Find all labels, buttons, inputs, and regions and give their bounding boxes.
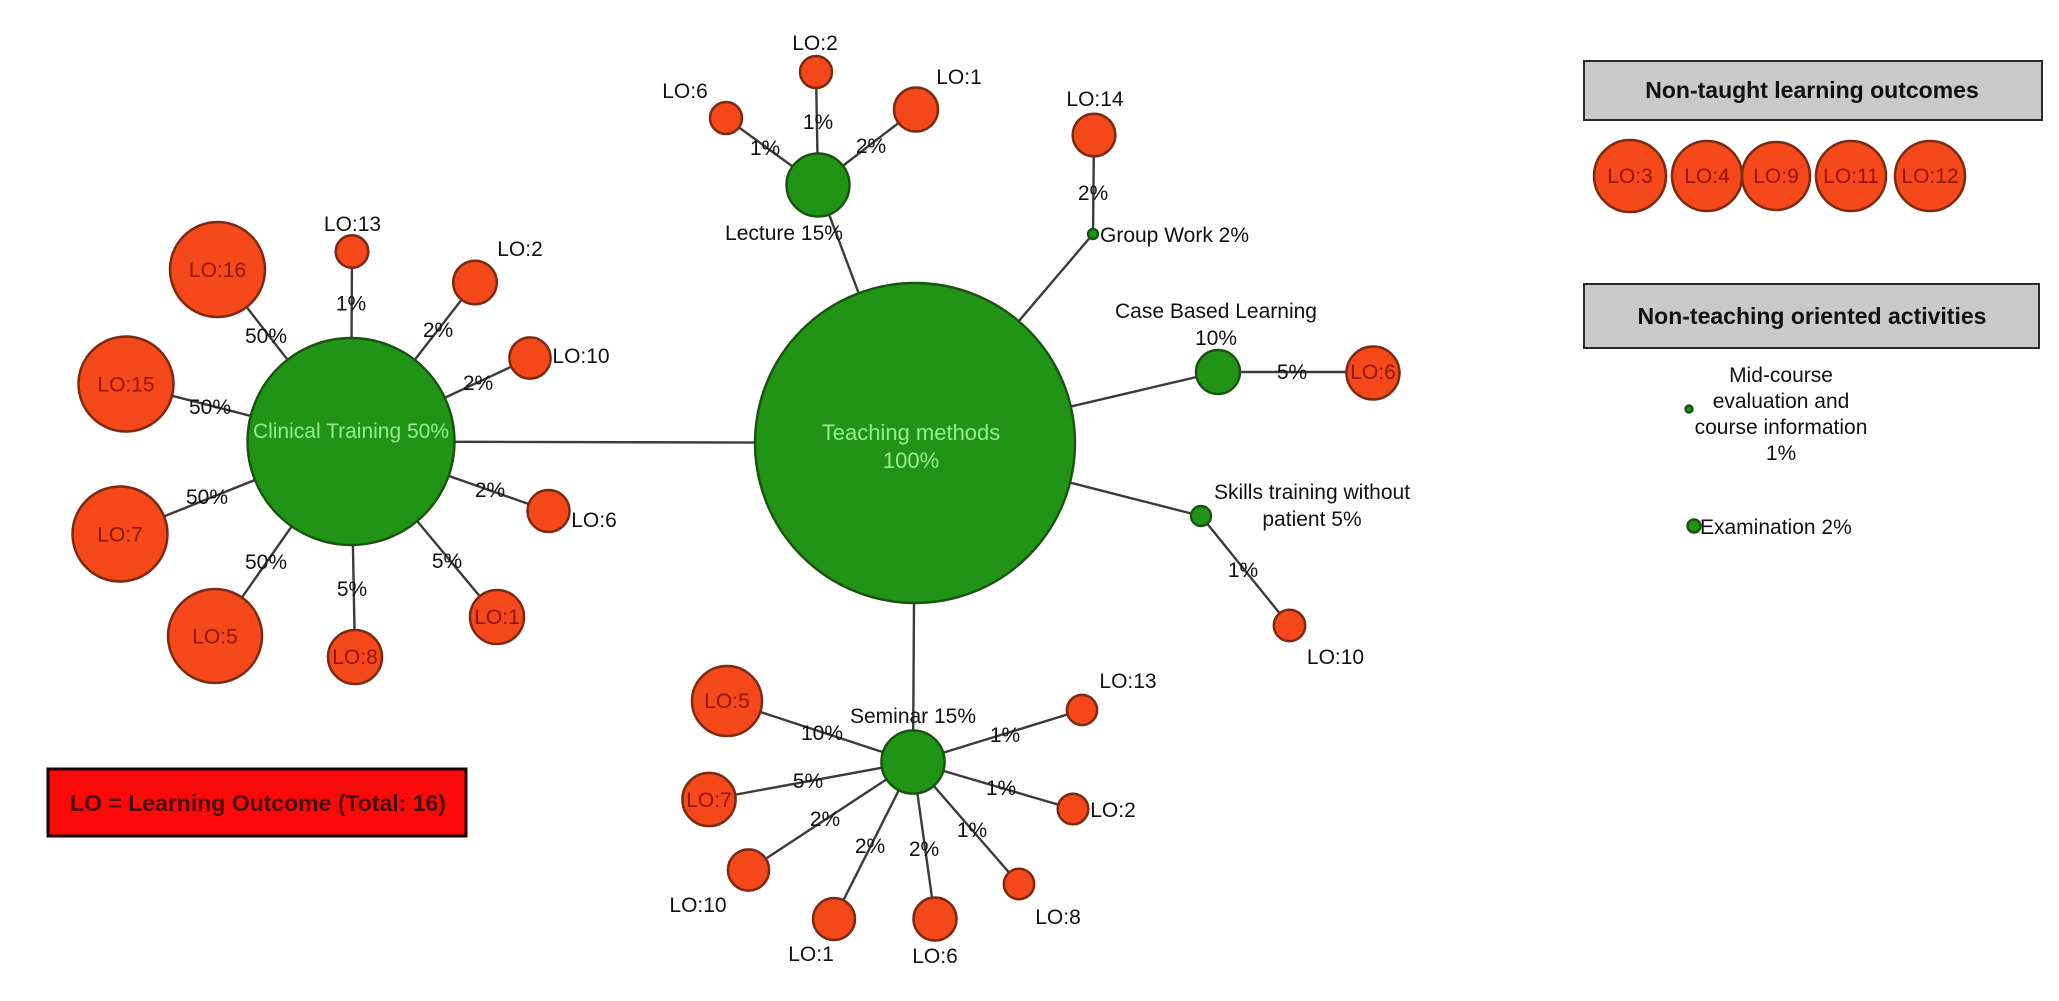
svg-text:Group Work 2%: Group Work 2% [1100, 224, 1249, 247]
svg-text:LO:2: LO:2 [1090, 799, 1136, 822]
svg-text:1%: 1% [803, 111, 833, 134]
svg-text:50%: 50% [189, 396, 231, 419]
svg-text:LO:6: LO:6 [571, 509, 617, 532]
svg-text:LO:13: LO:13 [1099, 670, 1156, 693]
svg-text:LO:7: LO:7 [97, 524, 143, 547]
svg-text:2%: 2% [855, 835, 885, 858]
svg-text:1%: 1% [750, 137, 780, 160]
svg-text:LO:8: LO:8 [1035, 906, 1081, 929]
svg-text:1%: 1% [1766, 442, 1796, 465]
svg-text:2%: 2% [1078, 182, 1108, 205]
svg-text:LO:7: LO:7 [686, 789, 732, 812]
svg-text:LO:6: LO:6 [912, 945, 958, 968]
svg-text:LO:1: LO:1 [788, 943, 834, 966]
svg-text:2%: 2% [423, 319, 453, 342]
svg-text:LO:9: LO:9 [1753, 165, 1799, 188]
svg-text:2%: 2% [856, 135, 886, 158]
svg-text:Mid-course: Mid-course [1729, 364, 1833, 387]
svg-text:LO:4: LO:4 [1684, 165, 1730, 188]
svg-text:5%: 5% [432, 550, 462, 573]
svg-text:100%: 100% [883, 448, 939, 473]
svg-text:Teaching methods: Teaching methods [822, 420, 1001, 445]
svg-text:LO:6: LO:6 [1350, 361, 1396, 384]
svg-text:50%: 50% [245, 551, 287, 574]
svg-text:LO:12: LO:12 [1901, 165, 1958, 188]
svg-text:LO = Learning Outcome (Total:: LO = Learning Outcome (Total: 16) [70, 790, 446, 816]
svg-text:LO:6: LO:6 [662, 80, 708, 103]
svg-text:2%: 2% [475, 479, 505, 502]
svg-text:LO:5: LO:5 [192, 626, 238, 649]
svg-text:Clinical Training 50%: Clinical Training 50% [253, 420, 449, 443]
svg-text:LO:10: LO:10 [669, 894, 726, 917]
svg-text:10%: 10% [1195, 327, 1237, 350]
svg-text:Case Based Learning: Case Based Learning [1115, 300, 1317, 323]
svg-text:evaluation and: evaluation and [1713, 390, 1850, 413]
svg-text:Non-teaching oriented activiti: Non-teaching oriented activities [1638, 303, 1987, 329]
svg-text:Skills training without: Skills training without [1214, 481, 1410, 504]
svg-text:LO:2: LO:2 [792, 32, 838, 55]
svg-text:LO:1: LO:1 [936, 66, 982, 89]
svg-text:Seminar 15%: Seminar 15% [850, 705, 976, 728]
svg-text:Lecture 15%: Lecture 15% [725, 222, 843, 245]
svg-text:LO:5: LO:5 [704, 690, 750, 713]
svg-text:10%: 10% [801, 722, 843, 745]
svg-text:5%: 5% [793, 770, 823, 793]
svg-text:5%: 5% [337, 578, 367, 601]
svg-text:1%: 1% [986, 777, 1016, 800]
svg-text:LO:16: LO:16 [189, 259, 246, 282]
svg-text:LO:2: LO:2 [497, 238, 543, 261]
svg-text:2%: 2% [909, 838, 939, 861]
svg-text:course information: course information [1695, 416, 1868, 439]
svg-text:1%: 1% [336, 293, 366, 316]
svg-text:LO:1: LO:1 [474, 606, 520, 629]
svg-text:1%: 1% [1228, 559, 1258, 582]
svg-text:1%: 1% [957, 819, 987, 842]
svg-text:50%: 50% [245, 325, 287, 348]
svg-text:LO:10: LO:10 [552, 345, 609, 368]
svg-text:1%: 1% [990, 724, 1020, 747]
svg-text:50%: 50% [186, 486, 228, 509]
svg-text:Examination 2%: Examination 2% [1700, 516, 1852, 539]
svg-text:LO:10: LO:10 [1307, 646, 1364, 669]
svg-text:2%: 2% [810, 808, 840, 831]
svg-text:LO:15: LO:15 [97, 374, 154, 397]
svg-text:LO:14: LO:14 [1066, 88, 1124, 111]
svg-text:Non-taught learning outcomes: Non-taught learning outcomes [1645, 77, 1979, 103]
svg-text:2%: 2% [463, 372, 493, 395]
svg-text:LO:3: LO:3 [1607, 165, 1653, 188]
svg-text:LO:8: LO:8 [332, 646, 378, 669]
svg-text:patient 5%: patient 5% [1262, 508, 1361, 531]
svg-text:LO:11: LO:11 [1823, 165, 1879, 188]
svg-text:5%: 5% [1277, 361, 1307, 384]
svg-text:LO:13: LO:13 [324, 213, 381, 236]
